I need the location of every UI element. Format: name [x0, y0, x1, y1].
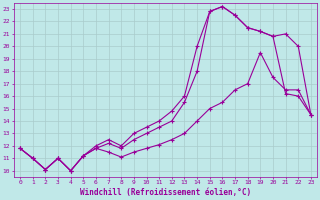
X-axis label: Windchill (Refroidissement éolien,°C): Windchill (Refroidissement éolien,°C)	[80, 188, 251, 197]
